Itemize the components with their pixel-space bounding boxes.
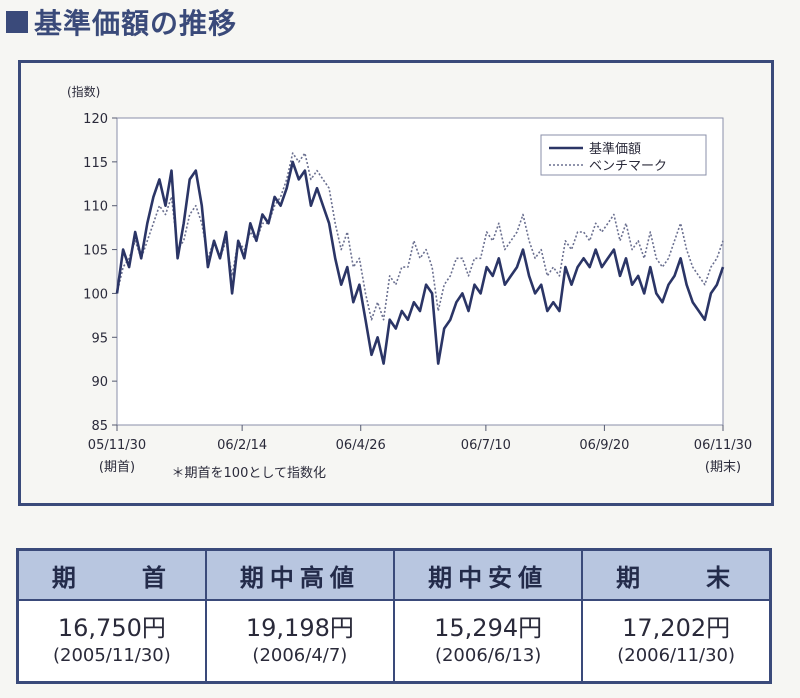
section-title-text: 基準価額の推移 (34, 7, 238, 40)
start-date: (2005/11/30) (52, 645, 171, 666)
stats-table: 期 首 期中高値 期中安値 期 末 16,750円 (2005/11/30) 1… (16, 548, 772, 684)
start-price: 16,750円 (57, 614, 166, 642)
header-low: 期中安値 (392, 548, 584, 601)
y-tick-label: 120 (83, 112, 108, 127)
end-date: (2006/11/30) (617, 645, 736, 666)
table-row: 16,750円 (2005/11/30) 19,198円 (2006/4/7) … (16, 599, 772, 684)
square-bullet-icon (6, 11, 28, 33)
y-tick-label: 115 (83, 156, 108, 171)
table-header-row: 期 首 期中高値 期中安値 期 末 (16, 548, 772, 601)
high-price: 19,198円 (245, 614, 354, 642)
header-end: 期 末 (581, 548, 772, 601)
chart-note: ＊期首を100として指数化 (172, 466, 326, 481)
x-tick-label: 06/11/30 (694, 438, 752, 453)
y-tick-label: 95 (91, 331, 108, 346)
y-tick-label: 105 (83, 244, 108, 259)
x-tick-label: 06/2/14 (217, 438, 267, 453)
legend-label: ベンチマーク (589, 159, 667, 174)
y-tick-label: 85 (91, 419, 108, 434)
chart-frame: 85 90 95 100 105 110 115 120 (指数) 05/11/30 (期首) 06/… (18, 60, 774, 506)
low-price: 15,294円 (434, 614, 543, 642)
nav-line (115, 160, 725, 365)
header-high: 期中高値 (204, 548, 396, 601)
x-tick-sublabel: (期首) (99, 460, 135, 475)
x-tick-sublabel: (期末) (705, 460, 741, 475)
y-tick-label: 110 (83, 200, 108, 215)
y-axis-label: (指数) (67, 84, 100, 99)
low-date: (2006/6/13) (434, 645, 542, 666)
y-tick-label: 90 (91, 375, 108, 390)
legend-box (540, 134, 707, 176)
cell-low: 15,294円 (2006/6/13) (392, 599, 584, 684)
cell-high: 19,198円 (2006/4/7) (204, 599, 396, 684)
x-tick-label: 06/4/26 (336, 438, 386, 453)
legend-label: 基準価額 (589, 141, 641, 157)
x-tick-label: 06/7/10 (461, 438, 511, 453)
y-tick-label: 100 (83, 287, 108, 302)
cell-start: 16,750円 (2005/11/30) (16, 599, 207, 684)
x-tick-label: 06/9/20 (579, 438, 629, 453)
section-title: 基準価額の推移 (6, 0, 237, 44)
end-price: 17,202円 (622, 614, 731, 642)
x-tick-label: 05/11/30 (88, 438, 146, 453)
header-start: 期 首 (16, 548, 207, 601)
cell-end: 17,202円 (2006/11/30) (581, 599, 772, 684)
high-date: (2006/4/7) (252, 645, 348, 666)
line-chart: 85 90 95 100 105 110 115 120 (指数) 05/11/30 (期首) 06/… (67, 84, 752, 481)
